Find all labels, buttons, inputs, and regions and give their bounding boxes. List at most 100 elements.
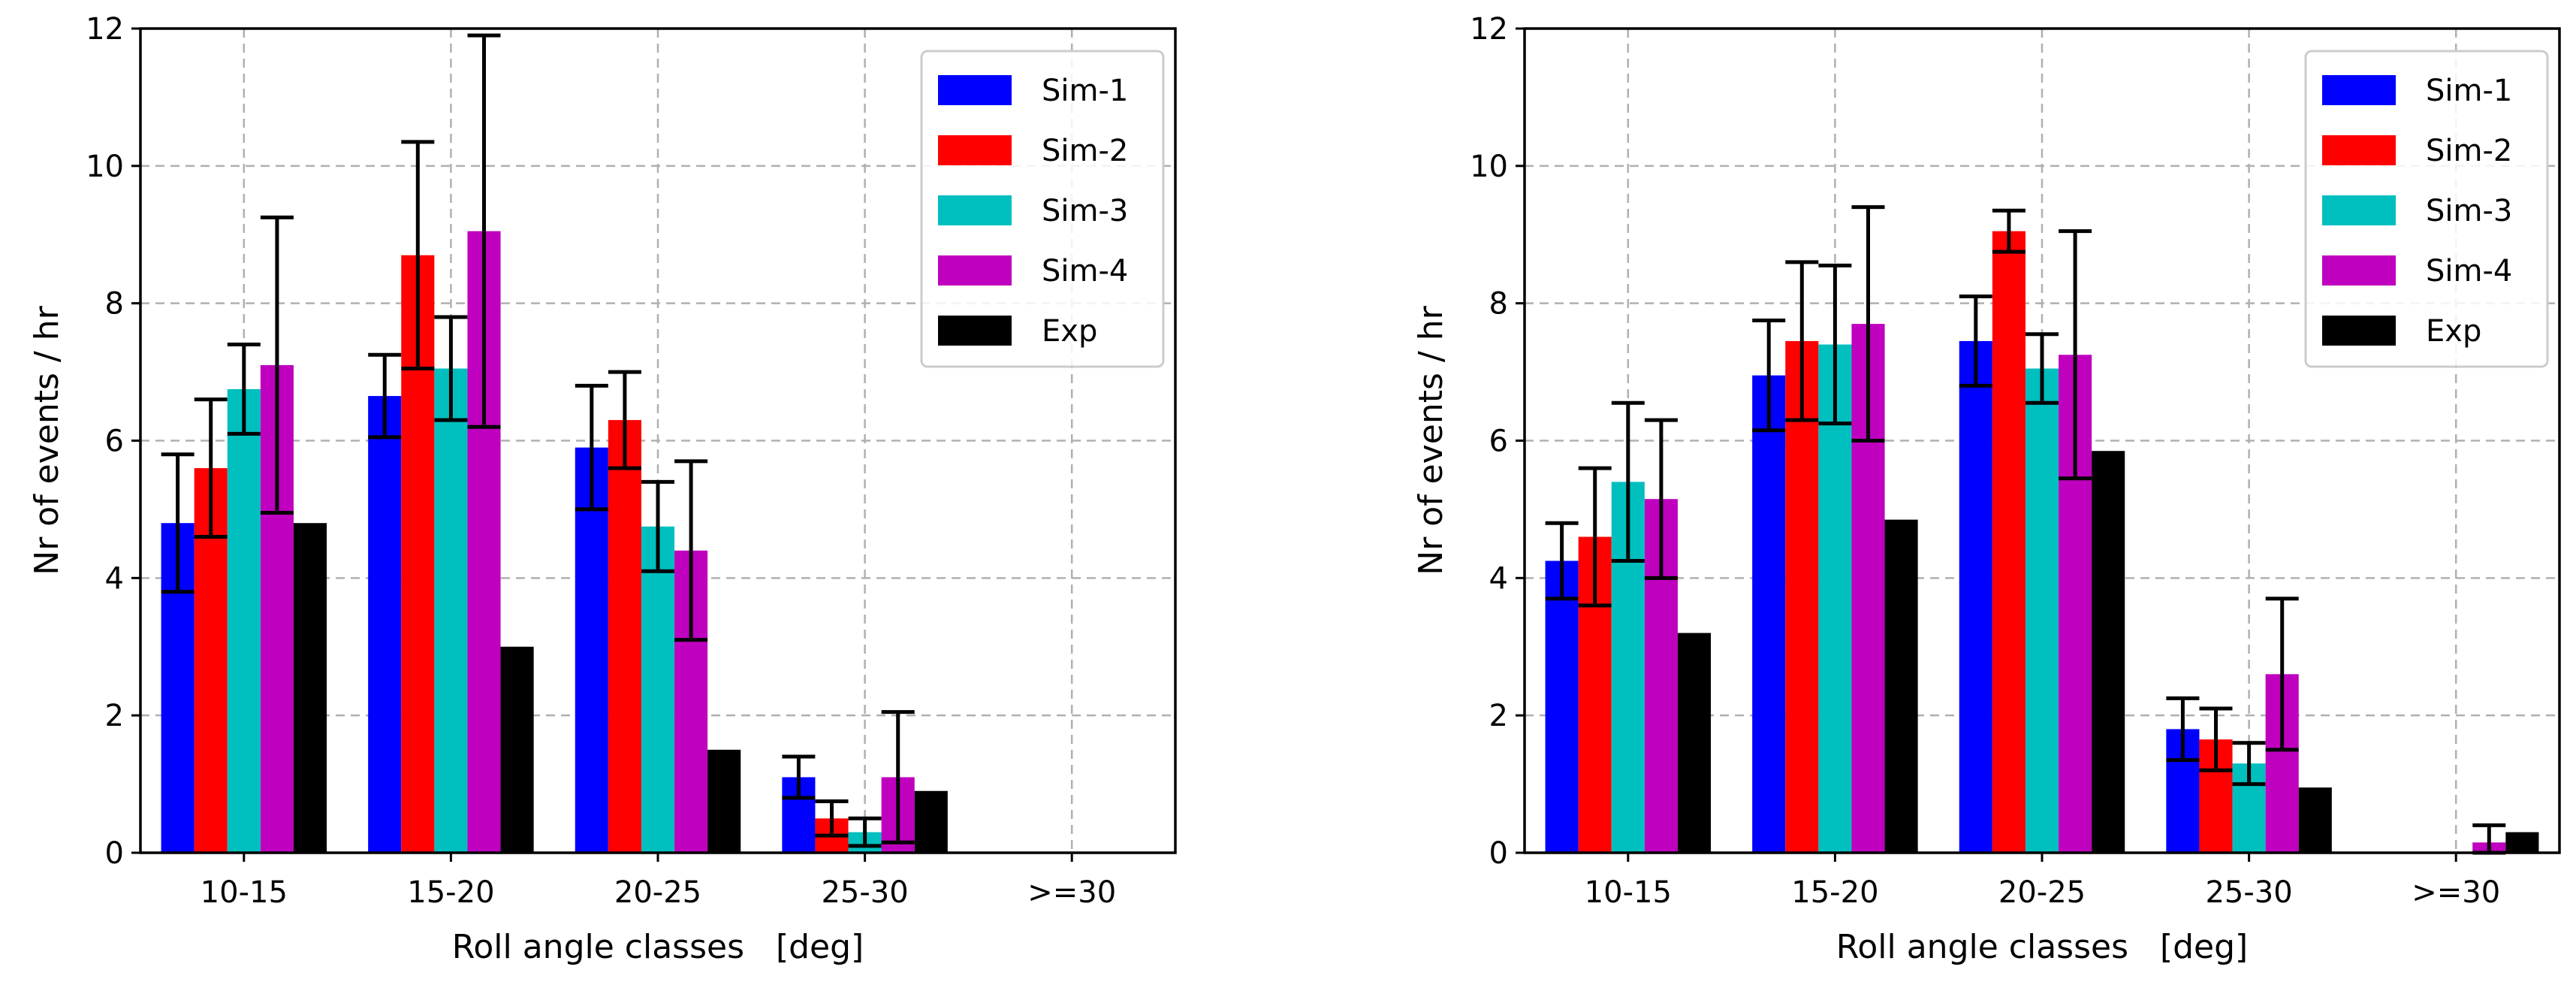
x-tick-label: 10-15 (201, 875, 288, 910)
legend: Sim-1 Sim-2 Sim-3 Sim-4 Exp (2304, 50, 2549, 368)
error-bar-sim-1-25-30 (782, 754, 816, 800)
bar-exp-25-30 (2298, 787, 2332, 853)
legend-label: Sim-4 (1042, 254, 1128, 289)
bar-sim-1-15-20 (368, 396, 402, 853)
legend-item-sim-1: Sim-1 (938, 74, 1128, 108)
y-tick-label: 10 (86, 150, 124, 184)
error-bar-sim-4-15-20 (467, 33, 501, 429)
legend-label: Sim-3 (1042, 194, 1128, 228)
error-bar-sim-2-20-25 (608, 370, 641, 470)
error-bar-sim-4-10-15 (260, 215, 294, 515)
y-axis-label: Nr of events / hr (1412, 305, 1450, 575)
y-tick-label: 10 (1470, 150, 1508, 184)
y-tick-label: 6 (1489, 425, 1508, 459)
error-bar-sim-3-10-15 (227, 343, 261, 436)
bar-sim-1-10-15 (1545, 560, 1579, 853)
legend-swatch (2322, 135, 2396, 165)
error-bar-sim-1-15-20 (368, 352, 402, 440)
error-bar-sim-1-20-25 (1959, 295, 1992, 388)
bar-exp-20-25 (707, 749, 741, 853)
error-bar-sim-1-20-25 (575, 383, 608, 512)
bar-sim-3-20-25 (2025, 368, 2059, 853)
bar-exp-15-20 (500, 646, 534, 853)
legend-swatch (938, 255, 1012, 286)
legend-swatch (2322, 195, 2396, 225)
legend: Sim-1 Sim-2 Sim-3 Sim-4 Exp (920, 50, 1165, 368)
legend-label: Exp (2426, 314, 2481, 349)
error-bar-sim-1-15-20 (1752, 319, 1786, 433)
bars (1545, 205, 2539, 855)
y-tick-label: 12 (86, 12, 124, 47)
bar-sim-3-15-20 (1818, 344, 1852, 853)
error-bar-sim-3-25-30 (2232, 741, 2266, 787)
x-axis-label: Roll angle classes [deg] (1836, 928, 2248, 966)
bar-exp-25-30 (914, 790, 948, 853)
legend-label: Sim-2 (2426, 134, 2512, 168)
legend-label: Exp (1042, 314, 1097, 349)
y-tick-label: 4 (1489, 561, 1508, 596)
y-tick-label: 8 (1489, 287, 1508, 322)
bar-sim-2-20-25 (1992, 231, 2026, 853)
y-tick-label: 0 (1489, 836, 1508, 871)
x-tick-label: >=30 (1027, 875, 1116, 910)
x-axis-label: Roll angle classes [deg] (452, 928, 864, 966)
legend-swatch (938, 316, 1012, 346)
y-axis-ticks: 0 2 4 6 8 10 12 (86, 12, 140, 871)
y-tick-label: 2 (105, 699, 124, 733)
legend-item-sim-3: Sim-3 (938, 194, 1128, 228)
legend-item-sim-1: Sim-1 (2322, 74, 2512, 108)
x-tick-label: 15-20 (407, 875, 494, 910)
y-tick-label: 8 (105, 287, 124, 322)
legend-item-sim-2: Sim-2 (938, 134, 1128, 168)
bar-sim-1-15-20 (1752, 375, 1786, 853)
x-tick-label: >=30 (2412, 875, 2500, 910)
x-tick-label: 10-15 (1585, 875, 1672, 910)
y-axis-label: Nr of events / hr (28, 305, 66, 575)
legend-swatch (938, 75, 1012, 105)
bar-exp-20-25 (2092, 451, 2125, 853)
legend-swatch (2322, 316, 2396, 346)
error-bar-sim-3-15-20 (434, 315, 468, 422)
error-bar-sim-3-20-25 (2026, 332, 2059, 405)
legend-item-sim-4: Sim-4 (2322, 254, 2512, 289)
x-tick-label: 20-25 (614, 875, 701, 910)
legend-item-sim-4: Sim-4 (938, 254, 1128, 289)
x-tick-label: 20-25 (1998, 875, 2086, 910)
error-bar-sim-4-25-30 (2265, 597, 2299, 752)
x-tick-label: 25-30 (821, 875, 908, 910)
y-tick-label: 0 (105, 836, 124, 871)
error-bar-sim-3-25-30 (848, 816, 882, 848)
legend-item-exp: Exp (938, 314, 1097, 349)
bar-sim-2-20-25 (608, 420, 641, 853)
error-bar-sim-4-20-25 (2059, 229, 2092, 481)
bar-sim-3-10-15 (227, 388, 261, 853)
error-bar-sim-4-15-20 (1851, 205, 1885, 443)
error-bar-sim-1-10-15 (161, 452, 195, 594)
bar-sim-1-20-25 (575, 447, 608, 853)
error-bar-sim-2-20-25 (1992, 208, 2026, 254)
y-tick-label: 12 (1470, 12, 1508, 47)
legend-item-sim-2: Sim-2 (2322, 134, 2512, 168)
bar-sim-1-20-25 (1959, 340, 1992, 854)
legend-swatch (2322, 75, 2396, 105)
legend-box (920, 50, 1165, 368)
legend-swatch (938, 135, 1012, 165)
error-bar-sim-2-10-15 (194, 397, 228, 539)
x-tick-label: 25-30 (2205, 875, 2292, 910)
error-bar-sim-1-10-15 (1545, 521, 1579, 601)
legend-swatch (938, 195, 1012, 225)
bar-sim-3-15-20 (434, 368, 468, 853)
y-tick-label: 2 (1489, 699, 1508, 733)
legend-label: Sim-4 (2426, 254, 2512, 289)
bar-exp-10-15 (293, 523, 327, 853)
error-bar-sim-4-20-25 (674, 459, 708, 642)
right-chart-panel: 0 2 4 6 8 10 12 10-15 15-20 20-25 25-30 >=30 Roll an… (1412, 12, 2561, 966)
y-axis-ticks: 0 2 4 6 8 10 12 (1470, 12, 1525, 871)
error-bar-sim-4-10-15 (1644, 418, 1678, 580)
x-axis-ticks: 10-15 15-20 20-25 25-30 >=30 (201, 853, 1116, 910)
error-bar-sim-2-10-15 (1578, 466, 1612, 608)
error-bar-sim-3-20-25 (641, 479, 674, 573)
error-bar-sim-4-25-30 (881, 710, 915, 845)
legend-label: Sim-2 (1042, 134, 1128, 168)
